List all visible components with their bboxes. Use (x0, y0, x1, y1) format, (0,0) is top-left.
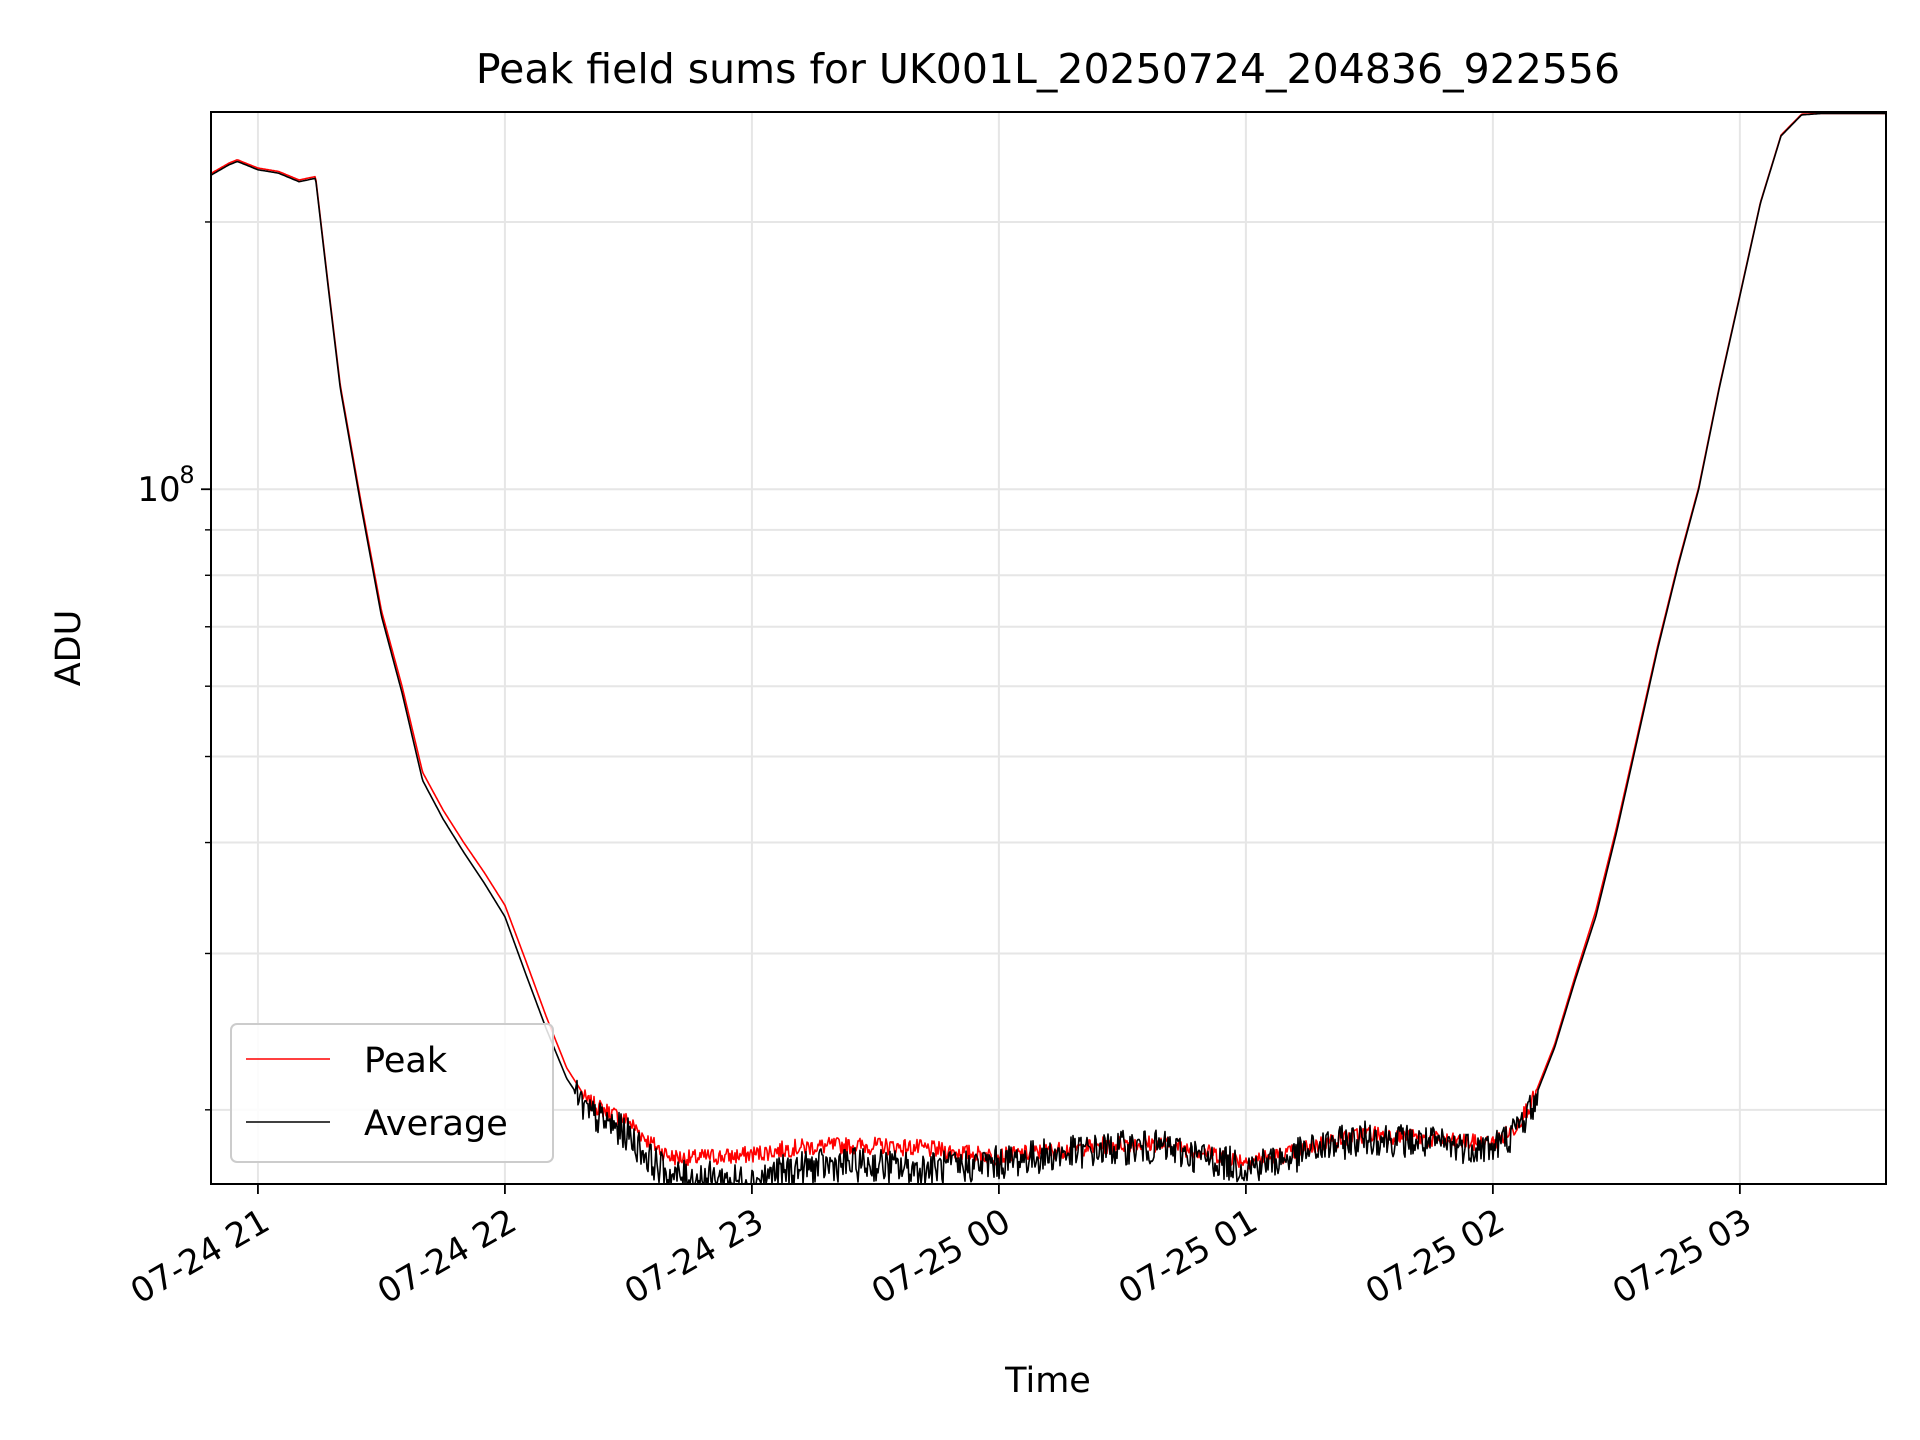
legend: Peak Average (230, 1023, 554, 1163)
peak-series-line (210, 112, 1886, 1170)
y-axis-label: ADU (49, 610, 89, 687)
chart-title: Peak field sums for UK001L_20250724_2048… (476, 45, 1620, 93)
x-axis-label: Time (1004, 1361, 1091, 1401)
y-tick-exponent: 8 (179, 461, 194, 489)
y-tick-label: 10 (137, 470, 180, 510)
series-layer (210, 112, 1886, 1185)
axes-frame (210, 111, 1887, 1185)
average-series-line (210, 112, 1886, 1185)
y-axis-ticks: 108 (137, 221, 211, 1111)
legend-peak-label: Peak (364, 1041, 448, 1081)
legend-average-label: Average (364, 1104, 508, 1144)
